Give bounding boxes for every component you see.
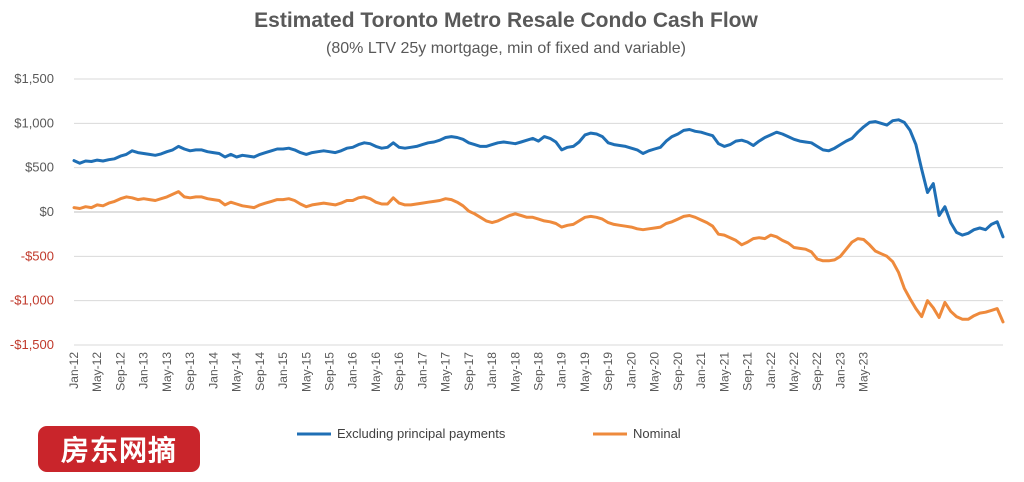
- x-tick-label: May-23: [857, 352, 871, 392]
- x-tick-label: Jan-14: [206, 352, 220, 389]
- x-tick-label: Sep-21: [741, 352, 755, 391]
- x-tick-label: Sep-18: [532, 352, 546, 391]
- x-tick-label: May-22: [787, 352, 801, 392]
- x-tick-label: Jan-16: [346, 352, 360, 389]
- series-line-excluding: [72, 118, 1005, 239]
- x-tick-label: Jan-13: [137, 352, 151, 389]
- x-tick-label: Sep-17: [462, 352, 476, 391]
- x-tick-label: Sep-19: [601, 352, 615, 391]
- x-tick-label: Sep-22: [810, 352, 824, 391]
- x-tick-label: Jan-23: [833, 352, 847, 389]
- series-lines: [72, 118, 1005, 324]
- x-tick-label: Sep-16: [392, 352, 406, 391]
- series-line-nominal: [72, 190, 1005, 324]
- y-tick-label: -$500: [21, 248, 54, 263]
- y-tick-label: -$1,500: [10, 337, 54, 352]
- x-tick-label: May-17: [439, 352, 453, 392]
- x-tick-label: May-14: [230, 352, 244, 392]
- chart-subtitle: (80% LTV 25y mortgage, min of fixed and …: [326, 40, 686, 57]
- x-tick-label: May-15: [299, 352, 313, 392]
- x-tick-label: Jan-17: [415, 352, 429, 389]
- watermark-badge: 房东网摘: [38, 426, 200, 472]
- x-tick-label: Sep-20: [671, 352, 685, 391]
- x-tick-label: May-16: [369, 352, 383, 392]
- y-tick-label: $1,000: [14, 115, 54, 130]
- x-tick-label: Sep-15: [322, 352, 336, 391]
- legend: Excluding principal payments Nominal: [297, 426, 681, 441]
- y-tick-label: -$1,000: [10, 293, 54, 308]
- x-tick-label: May-18: [508, 352, 522, 392]
- x-tick-label: Jan-19: [555, 352, 569, 389]
- gridlines: [74, 78, 1003, 346]
- x-tick-label: Sep-13: [183, 352, 197, 391]
- chart-title: Estimated Toronto Metro Resale Condo Cas…: [254, 9, 758, 32]
- x-tick-label: Jan-22: [764, 352, 778, 389]
- watermark-text: 房东网摘: [60, 434, 177, 467]
- x-tick-label: Jan-12: [67, 352, 81, 389]
- legend-label-excluding: Excluding principal payments: [337, 426, 506, 441]
- x-tick-label: May-20: [648, 352, 662, 392]
- x-tick-label: Jan-18: [485, 352, 499, 389]
- y-tick-label: $0: [40, 204, 54, 219]
- x-tick-label: May-13: [160, 352, 174, 392]
- x-tick-label: Jan-20: [624, 352, 638, 389]
- x-tick-label: May-19: [578, 352, 592, 392]
- y-tick-label: $500: [25, 160, 54, 175]
- x-tick-label: Sep-14: [253, 352, 267, 391]
- x-tick-label: May-12: [90, 352, 104, 392]
- legend-label-nominal: Nominal: [633, 426, 681, 441]
- y-axis-tick-labels: $1,500 $1,000 $500 $0 -$500 -$1,000 -$1,500: [10, 71, 54, 352]
- x-tick-label: Sep-12: [113, 352, 127, 391]
- x-tick-label: Jan-21: [694, 352, 708, 389]
- x-axis-tick-labels: Jan-12 May-12 Sep-12 Jan-13 May-13 Sep-13 Jan-…: [67, 352, 871, 392]
- y-tick-label: $1,500: [14, 71, 54, 86]
- x-tick-label: May-21: [717, 352, 731, 392]
- x-tick-label: Jan-15: [276, 352, 290, 389]
